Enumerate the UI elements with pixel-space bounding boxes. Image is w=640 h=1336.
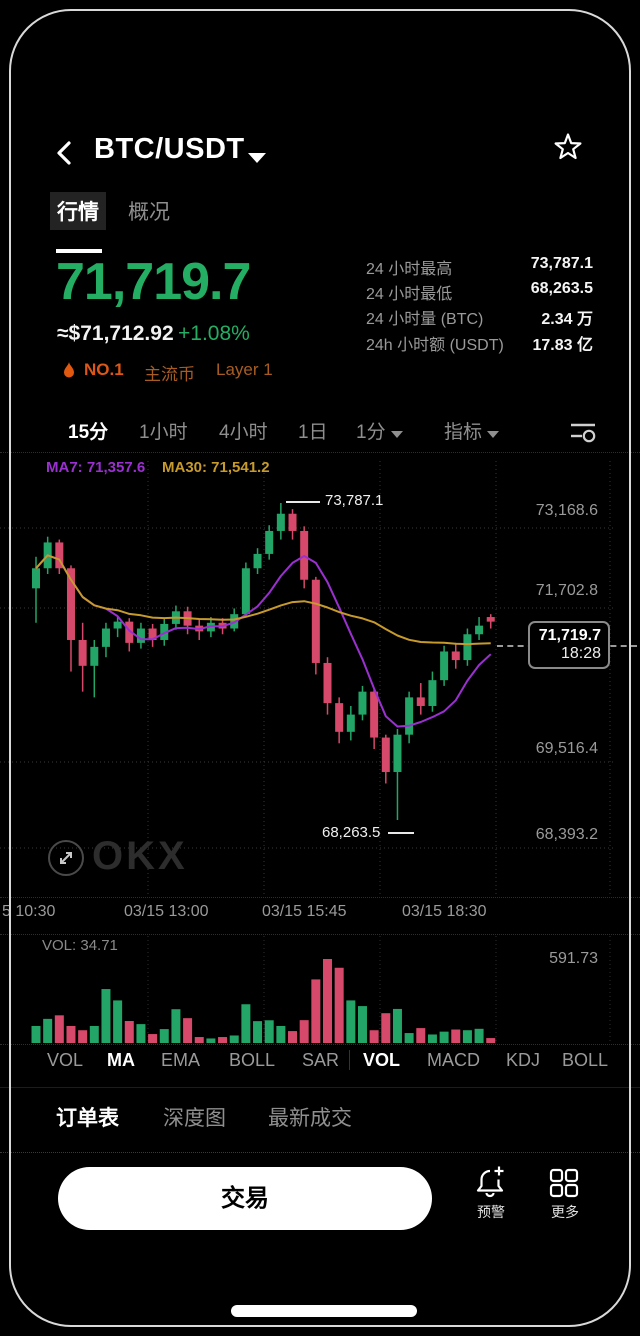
indicator-macd[interactable]: MACD	[427, 1050, 480, 1070]
ma7-legend: MA7: 71,357.6	[46, 459, 146, 476]
chevron-down-icon	[487, 431, 500, 438]
candlestick-chart[interactable]	[0, 455, 640, 897]
stat-low-value: 68,263.5	[530, 280, 593, 297]
trade-button[interactable]: 交易	[58, 1167, 432, 1230]
x-axis-label: 5 10:30	[2, 903, 56, 920]
y-axis-label: 69,516.4	[535, 740, 598, 757]
tab-overview[interactable]: 概况	[128, 201, 170, 224]
stat-turnover-value: 17.83 亿	[532, 337, 594, 354]
y-axis-label: 73,168.6	[535, 502, 598, 519]
alert-label: 预警	[477, 1204, 505, 1220]
fiat-price: ≈$71,712.92	[57, 322, 174, 345]
tab-active-underline	[56, 249, 102, 253]
timeframe-15m[interactable]: 15分	[68, 422, 109, 443]
divider	[0, 1152, 640, 1153]
more-grid-icon[interactable]	[549, 1168, 579, 1198]
back-icon[interactable]	[52, 138, 80, 168]
stat-turnover-label: 24h 小时额 (USDT)	[366, 337, 504, 354]
y-axis-label: 71,702.8	[535, 582, 598, 599]
x-axis-label: 03/15 15:45	[262, 903, 347, 920]
timeframe-more-dropdown[interactable]: 1分	[356, 417, 403, 444]
tab-order-book[interactable]: 订单表	[56, 1107, 119, 1130]
indicator-ma[interactable]: MA	[107, 1050, 135, 1070]
divider	[0, 1087, 640, 1088]
badge-rank[interactable]: NO.1	[84, 360, 124, 379]
indicator-vol-sub[interactable]: VOL	[363, 1050, 401, 1070]
x-axis-label: 03/15 18:30	[402, 903, 487, 920]
stat-high-label: 24 小时最高	[366, 261, 453, 278]
indicator-boll-sub[interactable]: BOLL	[562, 1050, 609, 1070]
timeframe-1d[interactable]: 1日	[298, 422, 328, 443]
favorite-star-icon[interactable]	[552, 133, 586, 165]
more-label: 更多	[551, 1204, 579, 1220]
volume-legend: VOL: 34.71	[42, 937, 118, 954]
last-price: 71,719.7	[56, 253, 251, 311]
y-axis-label: 68,393.2	[535, 826, 598, 843]
stat-volume-label: 24 小时量 (BTC)	[366, 311, 484, 328]
last-price-tag-value: 71,719.7	[538, 627, 601, 644]
fullscreen-button[interactable]	[48, 840, 84, 876]
divider	[349, 1050, 350, 1070]
divider	[0, 452, 640, 453]
expand-icon	[60, 852, 72, 864]
flame-icon	[64, 362, 74, 378]
stat-volume-value: 2.34 万	[541, 311, 593, 328]
low-annotation: 68,263.5	[322, 824, 381, 841]
divider	[0, 897, 640, 898]
chart-settings-icon[interactable]	[570, 419, 596, 443]
indicator-dropdown-label: 指标	[444, 422, 483, 443]
chevron-down-icon	[248, 153, 266, 163]
indicator-sar[interactable]: SAR	[302, 1050, 340, 1070]
home-indicator[interactable]	[231, 1305, 417, 1317]
indicator-kdj[interactable]: KDJ	[506, 1050, 541, 1070]
timeframe-4h[interactable]: 4小时	[219, 422, 268, 443]
indicator-vol-main[interactable]: VOL	[47, 1050, 84, 1070]
last-price-tag-time: 18:28	[560, 645, 601, 662]
volume-chart[interactable]	[0, 936, 640, 1044]
chevron-down-icon	[390, 431, 403, 438]
x-axis-label: 03/15 13:00	[124, 903, 209, 920]
ma30-legend: MA30: 71,541.2	[162, 459, 270, 476]
tab-market[interactable]: 行情	[50, 192, 106, 230]
tab-recent-trades[interactable]: 最新成交	[268, 1107, 352, 1130]
divider	[0, 1044, 640, 1045]
alert-bell-plus-icon[interactable]	[474, 1164, 508, 1198]
last-price-tag: 71,719.7 18:28	[528, 621, 610, 669]
tab-depth-chart[interactable]: 深度图	[163, 1107, 226, 1130]
stat-high-value: 73,787.1	[530, 255, 593, 272]
stat-low-label: 24 小时最低	[366, 286, 453, 303]
high-annotation-line	[286, 501, 320, 503]
high-annotation: 73,787.1	[325, 492, 384, 509]
okx-watermark: OKX	[92, 834, 188, 878]
low-annotation-line	[388, 832, 414, 834]
indicator-dropdown[interactable]: 指标	[444, 417, 500, 444]
timeframe-more-label: 1分	[356, 422, 386, 443]
badge-layer1[interactable]: Layer 1	[216, 360, 273, 379]
timeframe-1h[interactable]: 1小时	[139, 422, 188, 443]
volume-axis-max: 591.73	[549, 950, 598, 967]
indicator-boll[interactable]: BOLL	[229, 1050, 276, 1070]
divider	[0, 934, 640, 935]
indicator-ema[interactable]: EMA	[161, 1050, 201, 1070]
badge-mainstream[interactable]: 主流币	[144, 365, 195, 384]
change-percent: +1.08%	[178, 322, 250, 345]
pair-title[interactable]: BTC/USDT	[94, 133, 245, 165]
